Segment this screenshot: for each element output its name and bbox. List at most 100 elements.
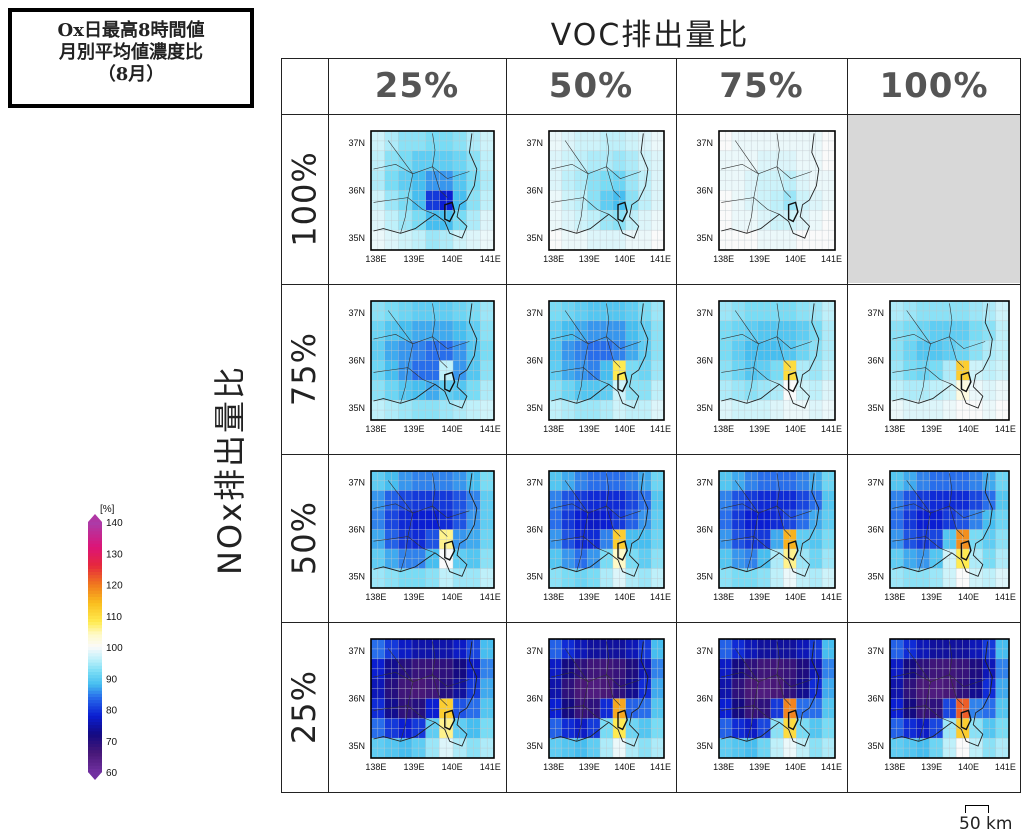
colorbar-swatch [88, 656, 102, 660]
concentration-cell [956, 301, 970, 322]
longitude-label: 139E [749, 592, 770, 602]
prefecture-boundary [564, 648, 609, 723]
concentration-cell [638, 400, 652, 421]
colorbar-swatch [88, 747, 102, 751]
concentration-cell [587, 230, 601, 251]
concentration-cell [371, 400, 386, 421]
longitude-label: 139E [579, 762, 600, 772]
map-panel: 37N 36N 35N 138E 139E 140E 141E [848, 285, 1021, 454]
prefecture-boundary [373, 503, 470, 519]
concentration-cell [744, 360, 759, 381]
concentration-cell [549, 698, 563, 719]
concentration-cell [719, 301, 733, 322]
concentration-cell [744, 639, 759, 660]
concentration-cell [942, 471, 957, 491]
concentration-cell [770, 471, 784, 491]
latitude-label: 37N [526, 138, 543, 148]
colorbar-swatch [88, 665, 102, 670]
concentration-cell [929, 678, 944, 699]
longitude-label: 139E [749, 424, 770, 434]
colorbar-swatch [88, 568, 102, 573]
concentration-cell [638, 639, 652, 660]
concentration-cell [757, 360, 772, 381]
colorbar-swatch [88, 537, 102, 542]
longitude-label: 141E [480, 424, 501, 434]
concentration-cell [638, 230, 652, 251]
concentration-cell [757, 471, 772, 491]
longitude-label: 140E [614, 762, 635, 772]
concentration-cell [574, 301, 588, 322]
concentration-cell [412, 230, 427, 251]
concentration-cell [600, 639, 614, 660]
concentration-cell [412, 698, 427, 719]
grid-vline [847, 58, 848, 793]
concentration-cell [783, 301, 797, 322]
colorbar-tick-label: 120 [106, 581, 123, 592]
concentration-cell [969, 738, 983, 759]
concentration-cell [744, 400, 759, 421]
longitude-label: 138E [365, 762, 386, 772]
concentration-cell [600, 170, 614, 191]
longitude-label: 138E [884, 762, 905, 772]
latitude-label: 35N [696, 571, 713, 581]
concentration-cell [561, 230, 576, 251]
coastline [373, 473, 478, 577]
concentration-cell [757, 190, 772, 211]
latitude-label: 37N [526, 646, 543, 656]
concentration-cell [612, 230, 627, 251]
concentration-cell [719, 190, 733, 211]
concentration-cell [903, 639, 917, 660]
concentration-cell [969, 360, 983, 381]
concentration-cell [425, 131, 440, 152]
map-panel: 37N 36N 35N 138E 139E 140E 141E [677, 115, 847, 284]
latitude-label: 37N [867, 646, 884, 656]
tokyo-bay [617, 201, 628, 223]
concentration-cell [809, 340, 823, 361]
concentration-cell [942, 360, 957, 381]
colorbar-swatch [88, 706, 102, 710]
colorbar-swatch [88, 756, 102, 760]
concentration-cell [770, 190, 784, 211]
concentration-cell [942, 678, 957, 699]
prefecture-boundary [721, 671, 812, 687]
concentration-cell [412, 170, 427, 191]
longitude-label: 141E [650, 592, 671, 602]
concentration-cell [425, 400, 440, 421]
tokyo-bay [960, 540, 972, 561]
longitude-label: 141E [480, 254, 501, 264]
concentration-cell [412, 400, 427, 421]
tokyo-bay [444, 709, 456, 731]
concentration-cell [466, 170, 481, 191]
concentration-cell [757, 639, 772, 660]
latitude-label: 37N [348, 646, 365, 656]
panel-grid: 25% 50% 75% 100% 100% 75% 50% 25% 37N 36N 35N 138E 1… [281, 58, 1021, 793]
concentration-cell [809, 678, 823, 699]
tokyo-bay [960, 709, 972, 731]
coastline [721, 133, 820, 239]
colorbar-swatch [88, 572, 102, 576]
longitude-label: 139E [404, 592, 425, 602]
latitude-label: 36N [526, 356, 543, 366]
concentration-cell [600, 678, 614, 699]
concentration-cell [453, 471, 468, 491]
map-frame [548, 300, 665, 421]
concentration-cell [719, 400, 733, 421]
colorbar-swatch [88, 684, 102, 689]
concentration-cell [719, 639, 733, 660]
concentration-cell [890, 301, 904, 322]
map-panel-svg: 37N 36N 35N 138E 139E 140E 141E [867, 470, 1016, 602]
latitude-label: 37N [526, 478, 543, 488]
concentration-cell [719, 738, 733, 759]
prefecture-boundary [734, 310, 780, 385]
map-frame [718, 470, 836, 589]
concentration-cell [466, 230, 481, 251]
concentration-cell [890, 400, 904, 421]
concentration-cell [809, 131, 823, 152]
concentration-cell [995, 360, 1010, 381]
colorbar-swatch [88, 612, 102, 617]
concentration-cell [783, 131, 797, 152]
latitude-label: 36N [696, 525, 713, 535]
map-panel-svg: 37N 36N 35N 138E 139E 140E 141E [867, 300, 1016, 434]
concentration-cell [731, 698, 746, 719]
map-panel: 37N 36N 35N 138E 139E 140E 141E [677, 455, 847, 622]
